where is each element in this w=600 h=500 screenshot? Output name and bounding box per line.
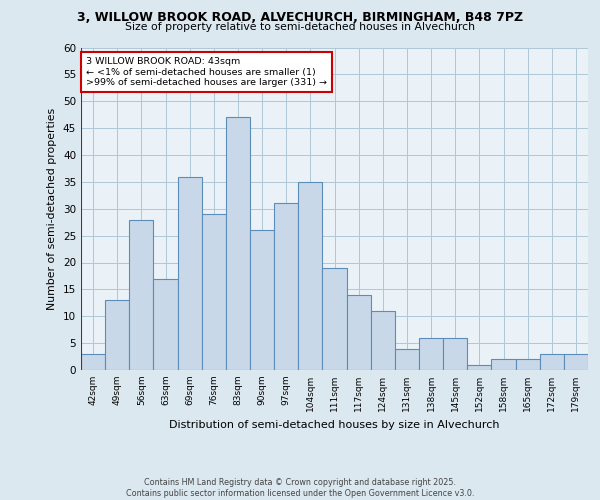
Text: Contains HM Land Registry data © Crown copyright and database right 2025.
Contai: Contains HM Land Registry data © Crown c… — [126, 478, 474, 498]
Bar — [226, 118, 250, 370]
Bar — [443, 338, 467, 370]
Bar — [81, 354, 105, 370]
Bar — [419, 338, 443, 370]
Bar — [322, 268, 347, 370]
Bar — [491, 359, 515, 370]
Bar — [202, 214, 226, 370]
X-axis label: Distribution of semi-detached houses by size in Alvechurch: Distribution of semi-detached houses by … — [169, 420, 500, 430]
Bar — [274, 204, 298, 370]
Bar — [250, 230, 274, 370]
Bar — [129, 220, 154, 370]
Bar — [347, 294, 371, 370]
Bar — [564, 354, 588, 370]
Text: 3, WILLOW BROOK ROAD, ALVECHURCH, BIRMINGHAM, B48 7PZ: 3, WILLOW BROOK ROAD, ALVECHURCH, BIRMIN… — [77, 11, 523, 24]
Bar — [178, 176, 202, 370]
Text: 3 WILLOW BROOK ROAD: 43sqm
← <1% of semi-detached houses are smaller (1)
>99% of: 3 WILLOW BROOK ROAD: 43sqm ← <1% of semi… — [86, 57, 327, 87]
Bar — [467, 364, 491, 370]
Bar — [540, 354, 564, 370]
Text: Size of property relative to semi-detached houses in Alvechurch: Size of property relative to semi-detach… — [125, 22, 475, 32]
Bar — [154, 278, 178, 370]
Bar — [515, 359, 540, 370]
Y-axis label: Number of semi-detached properties: Number of semi-detached properties — [47, 108, 58, 310]
Bar — [105, 300, 129, 370]
Bar — [395, 348, 419, 370]
Bar — [298, 182, 322, 370]
Bar — [371, 311, 395, 370]
